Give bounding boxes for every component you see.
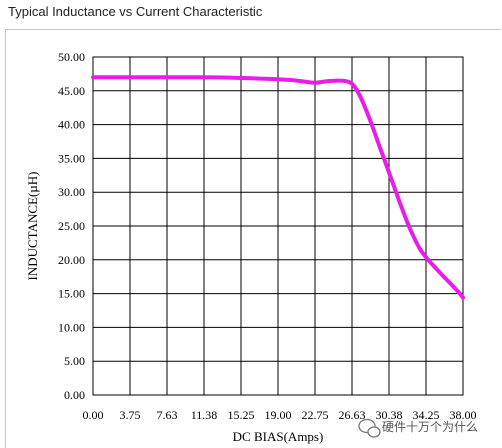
watermark: 硬件十万个为什么	[358, 418, 478, 438]
y-tick-label: 35.00	[58, 151, 85, 165]
x-axis-label: DC BIAS(Amps)	[233, 429, 324, 444]
chart-caption: Typical Inductance vs Current Characteri…	[8, 4, 263, 19]
x-tick-label: 11.38	[191, 408, 218, 422]
y-tick-label: 30.00	[58, 185, 85, 199]
y-tick-label: 45.00	[58, 84, 85, 98]
y-tick-label: 40.00	[58, 118, 85, 132]
x-tick-label: 26.63	[339, 408, 366, 422]
x-tick-label: 34.25	[413, 408, 440, 422]
y-tick-label: 0.00	[64, 388, 85, 402]
inductance-curve	[91, 75, 465, 300]
x-tick-label: 30.38	[376, 408, 403, 422]
x-tick-label: 3.75	[120, 408, 141, 422]
wechat-icon	[358, 418, 381, 438]
x-tick-label: 15.25	[228, 408, 255, 422]
tick-labels: 0.00 3.75 7.63 11.38 15.25 19.00 22.75 26.63 30.…	[58, 50, 477, 422]
x-tick-label: 7.63	[157, 408, 178, 422]
chart-panel	[5, 29, 501, 448]
x-tick-label: 19.00	[265, 408, 292, 422]
x-tick-label: 0.00	[83, 408, 104, 422]
plot-frame	[92, 56, 464, 396]
watermark-text: 硬件十万个为什么	[382, 420, 478, 434]
y-tick-label: 10.00	[58, 320, 85, 334]
y-tick-label: 5.00	[64, 354, 85, 368]
y-tick-label: 50.00	[58, 50, 85, 64]
x-tick-label: 22.75	[302, 408, 329, 422]
y-tick-label: 25.00	[58, 219, 85, 233]
y-tick-label: 15.00	[58, 287, 85, 301]
y-tick-label: 20.00	[58, 253, 85, 267]
y-axis-label: INDUCTANCE(µH)	[25, 172, 40, 281]
x-tick-label: 38.00	[450, 408, 477, 422]
